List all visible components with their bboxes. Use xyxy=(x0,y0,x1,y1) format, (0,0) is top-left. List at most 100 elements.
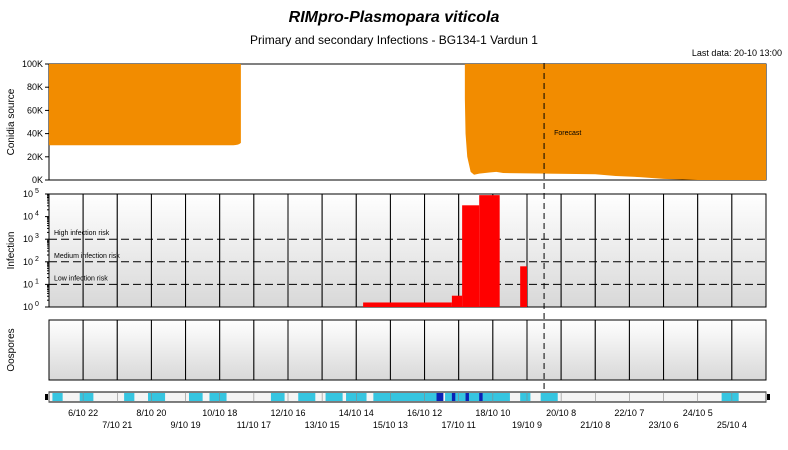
infection-day-cell xyxy=(355,193,391,308)
threshold-label: Low infection risk xyxy=(54,275,108,282)
infection-bar xyxy=(451,295,463,307)
oospores-day-cell xyxy=(150,319,187,381)
wet-period xyxy=(325,393,343,401)
conidia-ytick-label: 80K xyxy=(27,82,43,92)
infection-ytick-exp: 1 xyxy=(35,278,39,285)
x-label-top: 12/10 16 xyxy=(270,408,305,418)
infection-day-cell xyxy=(560,193,596,308)
infection-day-cell xyxy=(424,193,460,308)
x-label-bottom: 25/10 4 xyxy=(717,420,747,430)
threshold-label: Medium infection risk xyxy=(54,253,120,260)
x-label-top: 24/10 5 xyxy=(683,408,713,418)
infection-ytick-exp: 0 xyxy=(35,301,39,308)
oospores-day-cell xyxy=(116,319,152,381)
oospores-day-cell xyxy=(219,319,255,381)
infection-day-cell xyxy=(663,193,699,308)
infection-ytick-exp: 4 xyxy=(35,211,39,218)
infection-day-cell xyxy=(48,193,84,308)
x-label-top: 10/10 18 xyxy=(202,408,237,418)
strip-left-mark xyxy=(45,394,48,400)
infection-ytick-exp: 3 xyxy=(35,233,39,240)
forecast-label: Forecast xyxy=(554,130,581,137)
x-label-top: 14/10 14 xyxy=(339,408,374,418)
infection-day-cell xyxy=(389,193,426,308)
oospores-day-cell xyxy=(287,319,323,381)
x-label-top: 20/10 8 xyxy=(546,408,576,418)
oospores-day-cell xyxy=(560,319,596,381)
infection-day-cell xyxy=(697,193,733,308)
oospores-day-cell xyxy=(526,319,562,381)
conidia-ytick-label: 40K xyxy=(27,129,43,139)
conidia-ytick-label: 60K xyxy=(27,105,43,115)
infection-day-cell xyxy=(321,193,357,308)
x-label-top: 8/10 20 xyxy=(136,408,166,418)
conidia-area-1 xyxy=(49,64,241,146)
infection-day-cell xyxy=(219,193,255,308)
oospores-day-cell xyxy=(663,319,699,381)
infection-bar xyxy=(462,205,480,307)
wet-period xyxy=(445,393,510,401)
wet-period xyxy=(520,393,531,401)
infection-day-cell xyxy=(594,193,630,308)
wet-period-intense xyxy=(465,393,469,401)
wet-period xyxy=(209,393,227,401)
x-label-bottom: 17/10 11 xyxy=(442,420,476,430)
infection-bar xyxy=(363,302,452,307)
x-label-top: 18/10 10 xyxy=(475,408,510,418)
oospores-panel: Oospores xyxy=(6,319,767,381)
last-data-label: Last data: 20-10 13:00 xyxy=(691,48,782,58)
infection-ytick-label: 10 xyxy=(23,279,33,289)
infection-ylabel: Infection xyxy=(6,232,17,270)
oospores-day-cell xyxy=(355,319,391,381)
infection-ytick-exp: 5 xyxy=(35,188,39,195)
infection-bar xyxy=(479,195,500,307)
oospores-day-cell xyxy=(424,319,460,381)
infection-day-cell xyxy=(628,193,665,308)
infection-day-cell xyxy=(731,193,767,308)
infection-panel: High infection risk Medium infection risk… xyxy=(6,188,767,312)
x-axis-labels: 6/10 22 8/10 20 10/10 18 12/10 16 14/10 14 16… xyxy=(68,408,747,430)
oospores-day-cell xyxy=(731,319,767,381)
wet-period xyxy=(148,393,166,401)
x-label-top: 22/10 7 xyxy=(614,408,644,418)
infection-ytick-label: 10 xyxy=(23,212,33,222)
conidia-panel: 0K 20K 40K 60K 80K 100K Forecast Conidia source xyxy=(6,59,767,185)
wet-period xyxy=(373,393,439,401)
x-label-bottom: 21/10 8 xyxy=(580,420,610,430)
wet-period xyxy=(188,393,203,401)
oospores-day-cell xyxy=(253,319,289,381)
oospores-day-cell xyxy=(628,319,665,381)
x-label-bottom: 7/10 21 xyxy=(102,420,132,430)
chart-title: RIMpro-Plasmopara viticola xyxy=(288,9,500,26)
x-label-bottom: 23/10 6 xyxy=(649,420,679,430)
oospores-day-cell xyxy=(697,319,733,381)
x-label-bottom: 11/10 17 xyxy=(237,420,271,430)
infection-day-cell xyxy=(150,193,187,308)
conidia-ytick-label: 0K xyxy=(32,175,43,185)
oospores-day-cell xyxy=(48,319,84,381)
wet-period xyxy=(52,393,63,401)
x-label-bottom: 13/10 15 xyxy=(305,420,340,430)
x-label-bottom: 9/10 19 xyxy=(171,420,201,430)
infection-day-cell xyxy=(116,193,152,308)
infection-ytick-exp: 2 xyxy=(35,256,39,263)
oospores-day-cell xyxy=(594,319,630,381)
oospores-day-cell xyxy=(458,319,494,381)
threshold-label: High infection risk xyxy=(54,230,110,237)
oospores-day-cell xyxy=(321,319,357,381)
x-label-top: 6/10 22 xyxy=(68,408,98,418)
oospores-ylabel: Oospores xyxy=(6,328,17,371)
wet-period xyxy=(721,393,739,401)
infection-ytick-label: 10 xyxy=(23,257,33,267)
x-label-top: 16/10 12 xyxy=(407,408,442,418)
wet-period xyxy=(540,393,558,401)
wet-period xyxy=(124,393,135,401)
conidia-ytick-label: 20K xyxy=(27,152,43,162)
conidia-ylabel: Conidia source xyxy=(6,88,17,155)
infection-day-cell xyxy=(185,193,221,308)
infection-day-cell xyxy=(82,193,118,308)
wet-period xyxy=(298,393,316,401)
infection-ytick-label: 10 xyxy=(23,234,33,244)
wet-period-intense xyxy=(479,393,483,401)
